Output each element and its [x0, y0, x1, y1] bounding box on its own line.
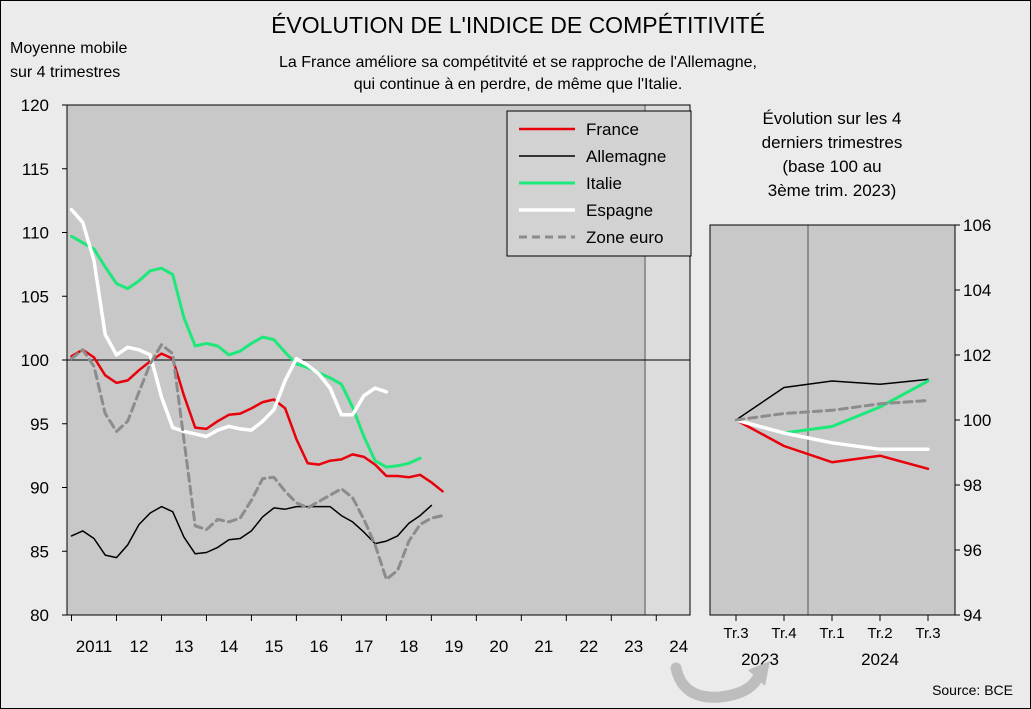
right-y-tick-label: 100 — [963, 411, 991, 430]
right-x-tick-label: Tr.3 — [915, 625, 940, 642]
y-tick-label: 105 — [21, 287, 49, 306]
right-year-label: 2023 — [741, 650, 779, 669]
x-tick-label: 12 — [130, 637, 149, 656]
x-tick-label: 19 — [444, 637, 463, 656]
y-tick-label: 90 — [30, 479, 49, 498]
legend-label-france: France — [586, 120, 639, 139]
right-x-tick-label: Tr.4 — [771, 625, 796, 642]
x-tick-label: 16 — [309, 637, 328, 656]
chart-subtitle-line2: qui continue à en perdre, de même que l'… — [354, 76, 683, 93]
right-y-tick-label: 94 — [963, 606, 982, 625]
y-tick-label: 95 — [30, 415, 49, 434]
left-axis-label-line2: sur 4 trimestres — [10, 64, 120, 81]
x-tick-label: 15 — [264, 637, 283, 656]
x-tick-label: 20 — [489, 637, 508, 656]
series-line-zone-euro — [70, 343, 445, 581]
chart-legend: France Allemagne Italie Espagne Zone euro — [506, 110, 692, 257]
right-plot-area — [710, 225, 955, 615]
legend-label-espagne: Espagne — [586, 201, 653, 220]
right-panel-title-line: 3ème trim. 2023) — [768, 181, 897, 200]
recent-quarters-chart: 94 96 98 100 102 104 106 Tr.3 Tr.4 Tr.1 Tr.2 Tr.3 20… — [709, 216, 991, 669]
series-line-espagne — [69, 207, 389, 439]
right-year-label: 2024 — [861, 650, 899, 669]
right-x-tick-label: Tr.3 — [723, 625, 748, 642]
x-tick-label: 2011 — [76, 637, 113, 656]
right-series-line-france — [734, 418, 930, 471]
legend-label-allemagne: Allemagne — [586, 147, 666, 166]
right-series-line-allemagne — [735, 378, 929, 421]
right-series-line-zone-euro — [734, 399, 930, 422]
x-tick-label: 24 — [669, 637, 688, 656]
x-tick-label: 22 — [579, 637, 598, 656]
right-y-tick-label: 102 — [963, 346, 991, 365]
right-y-tick-label: 96 — [963, 541, 982, 560]
x-tick-label: 21 — [534, 637, 553, 656]
right-plot-border — [709, 224, 956, 616]
y-tick-label: 80 — [30, 606, 49, 625]
x-tick-label: 17 — [354, 637, 373, 656]
x-tick-label: 13 — [174, 637, 193, 656]
right-panel-title-line: derniers trimestres — [762, 133, 903, 152]
chart-subtitle-line1: La France améliore sa compétitvité et se… — [279, 54, 757, 71]
y-tick-label: 120 — [21, 96, 49, 115]
left-axis-label-line1: Moyenne mobile — [10, 40, 128, 57]
source-note: Source: BCE — [932, 682, 1013, 698]
legend-label-italie: Italie — [586, 174, 622, 193]
series-line-italie — [70, 234, 422, 469]
right-panel-title: Évolution sur les 4 derniers trimestres (b… — [762, 109, 903, 200]
x-tick-label: 23 — [624, 637, 643, 656]
legend-label-zone-euro: Zone euro — [586, 228, 664, 247]
plot-border — [66, 104, 691, 616]
chart-title: ÉVOLUTION DE L'INDICE DE COMPÉTITIVITÉ — [271, 12, 765, 38]
y-tick-label: 100 — [21, 351, 49, 370]
y-tick-label: 110 — [22, 224, 49, 243]
x-tick-label: 14 — [219, 637, 238, 656]
right-y-tick-label: 104 — [963, 281, 991, 300]
right-panel-title-line: (base 100 au — [782, 157, 881, 176]
y-tick-label: 85 — [30, 542, 49, 561]
y-tick-label: 115 — [22, 160, 49, 179]
arrow-icon — [670, 661, 770, 703]
right-y-tick-label: 98 — [963, 476, 982, 495]
right-x-tick-label: Tr.1 — [819, 625, 844, 642]
x-tick-label: 18 — [399, 637, 418, 656]
right-series-line-espagne — [734, 418, 930, 452]
right-y-tick-label: 106 — [963, 216, 991, 235]
series-line-france — [70, 348, 444, 493]
right-panel-title-line: Évolution sur les 4 — [763, 109, 902, 128]
right-x-tick-label: Tr.2 — [867, 625, 892, 642]
